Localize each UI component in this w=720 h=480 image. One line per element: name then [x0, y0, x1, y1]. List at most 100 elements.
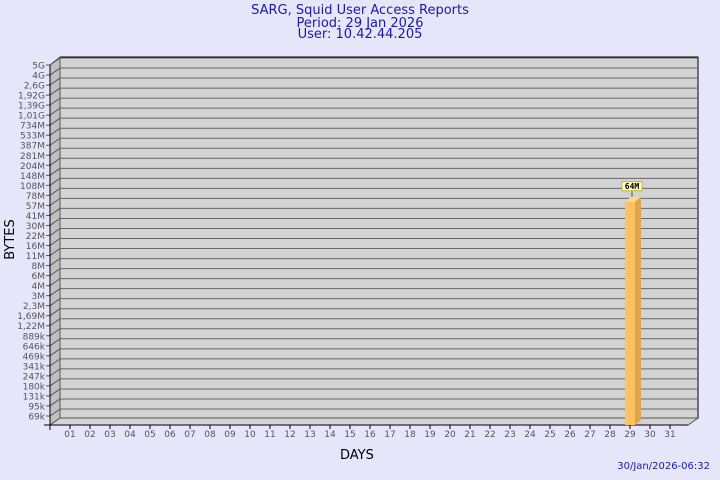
y-tick-diagonal: [49, 278, 61, 287]
x-tick-label: 21: [464, 430, 475, 440]
x-tick-label: 19: [424, 430, 436, 440]
x-tick-label: 14: [324, 430, 336, 440]
y-tick-diagonal: [49, 228, 61, 236]
y-tick-diagonal: [49, 368, 61, 377]
y-tick-label: 247k: [23, 372, 46, 382]
y-tick-label: 387M: [20, 142, 45, 152]
x-tick-label: 06: [164, 430, 176, 440]
y-tick-label: 533M: [20, 132, 45, 142]
y-tick-diagonal: [49, 177, 61, 186]
x-tick-label: 20: [444, 430, 456, 440]
x-tick-label: 13: [304, 430, 315, 440]
y-tick-label: 69k: [28, 413, 45, 423]
x-tick-label: 16: [364, 430, 376, 440]
y-tick-label: 1,39G: [18, 102, 45, 112]
chart-title: SARG, Squid User Access Reports: [251, 3, 469, 18]
y-tick-label: 646k: [23, 342, 46, 352]
y-tick-diagonal: [49, 77, 61, 86]
y-tick-label: 4M: [32, 282, 46, 292]
y-tick-diagonal: [49, 117, 61, 126]
y-tick-label: 281M: [20, 152, 45, 162]
y-tick-diagonal: [49, 258, 61, 266]
y-tick-diagonal: [49, 137, 61, 146]
y-tick-label: 1,22M: [17, 322, 45, 332]
y-tick-label: 8M: [32, 262, 46, 272]
y-tick-diagonal: [49, 197, 61, 206]
y-tick-diagonal: [49, 157, 61, 166]
back-wall: [59, 56, 699, 419]
y-tick-label: 2,6G: [24, 82, 45, 92]
x-tick-label: 02: [84, 430, 95, 440]
y-tick-diagonal: [49, 87, 61, 96]
x-tick-label: 07: [184, 430, 195, 440]
y-tick-label: 11M: [26, 252, 45, 262]
y-tick-label: 180k: [23, 382, 46, 392]
data-label-box: [621, 181, 643, 192]
y-tick-label: 1,01G: [18, 112, 45, 122]
y-tick-label: 1,69M: [17, 312, 45, 322]
y-tick-diagonal: [49, 248, 61, 256]
y-tick-diagonal: [49, 308, 61, 317]
chart-subtitle-user: User: 10.42.44.205: [297, 27, 423, 42]
x-tick-label: 25: [544, 430, 555, 440]
bar-top: [625, 196, 641, 202]
x-axis-label: DAYS: [340, 448, 374, 463]
y-tick-label: 131k: [23, 392, 46, 402]
y-tick-diagonal: [49, 288, 61, 297]
y-tick-label: 22M: [26, 232, 45, 242]
y-tick-label: 734M: [20, 122, 45, 132]
y-tick-diagonal: [49, 268, 61, 277]
y-tick-diagonal: [49, 57, 61, 66]
y-tick-diagonal: [49, 238, 61, 246]
bar-side: [635, 196, 641, 425]
x-tick-label: 01: [64, 430, 75, 440]
data-label: 64M: [625, 182, 640, 191]
y-tick-label: 204M: [20, 162, 45, 172]
x-tick-label: 28: [604, 430, 616, 440]
y-tick-diagonal: [49, 218, 61, 226]
x-tick-label: 05: [144, 430, 155, 440]
y-tick-diagonal: [49, 167, 61, 176]
x-tick-label: 30: [644, 430, 656, 440]
y-tick-label: 341k: [23, 362, 46, 372]
x-tick-label: 09: [224, 430, 236, 440]
y-tick-label: 41M: [26, 212, 45, 222]
y-tick-label: 57M: [26, 202, 45, 212]
x-tick-label: 04: [124, 430, 136, 440]
y-tick-diagonal: [49, 127, 61, 136]
y-tick-label: 2,3M: [23, 302, 45, 312]
y-tick-label: 889k: [23, 332, 46, 342]
x-tick-label: 24: [524, 430, 536, 440]
y-tick-label: 5G: [32, 62, 45, 72]
x-tick-label: 23: [504, 430, 515, 440]
y-tick-diagonal: [49, 208, 61, 216]
y-tick-diagonal: [49, 388, 61, 397]
x-tick-label: 29: [624, 430, 636, 440]
x-tick-label: 26: [564, 430, 576, 440]
y-tick-label: 6M: [32, 272, 46, 282]
y-tick-diagonal: [49, 398, 61, 407]
y-tick-label: 148M: [20, 172, 45, 182]
bar-front: [625, 201, 635, 425]
y-tick-diagonal: [49, 378, 61, 387]
y-tick-diagonal: [49, 298, 61, 307]
timestamp: 30/Jan/2026-06:32: [617, 461, 710, 472]
y-tick-label: 95k: [28, 402, 45, 412]
x-tick-label: 08: [204, 430, 216, 440]
floor: [48, 417, 700, 426]
x-tick-label: 17: [384, 430, 395, 440]
x-tick-label: 31: [664, 430, 675, 440]
y-tick-diagonal: [49, 187, 61, 196]
y-tick-diagonal: [49, 358, 61, 367]
x-tick-label: 27: [584, 430, 595, 440]
x-tick-label: 22: [484, 430, 495, 440]
y-tick-diagonal: [49, 67, 61, 76]
y-tick-diagonal: [49, 97, 61, 106]
y-tick-diagonal: [49, 328, 61, 337]
y-tick-diagonal: [49, 147, 61, 156]
x-tick-label: 03: [104, 430, 115, 440]
y-tick-label: 1,92G: [18, 92, 45, 102]
y-tick-label: 108M: [20, 182, 45, 192]
